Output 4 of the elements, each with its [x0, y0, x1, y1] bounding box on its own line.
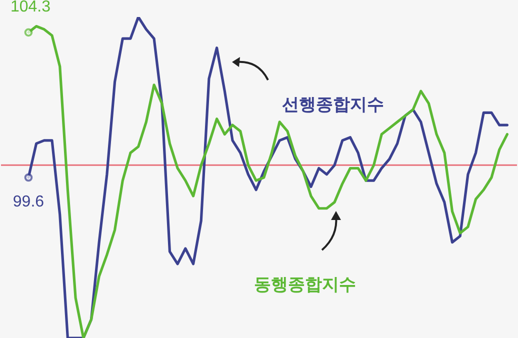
data-label: 104.3: [10, 0, 51, 16]
text: 동행종합지수: [254, 275, 356, 295]
data-label: 99.6: [12, 194, 44, 210]
series-label: 선행종합지수: [282, 95, 384, 115]
